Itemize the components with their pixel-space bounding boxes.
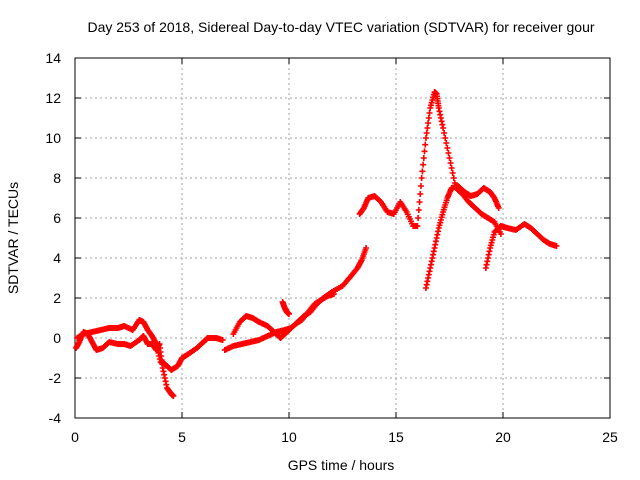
y-tick-label: 12 — [45, 90, 61, 106]
data-point — [450, 175, 457, 181]
x-tick-label: 10 — [281, 429, 297, 445]
data-point — [421, 148, 428, 155]
data-point — [420, 161, 427, 168]
plot-frame — [74, 57, 611, 419]
x-tick-label: 0 — [71, 429, 79, 445]
chart-title: Day 253 of 2018, Sidereal Day-to-day VTE… — [87, 19, 594, 35]
data-point — [363, 245, 370, 251]
data-point — [416, 199, 423, 205]
data-point — [441, 130, 448, 136]
data-point — [447, 160, 454, 166]
y-tick-label: -4 — [49, 410, 62, 426]
data-point — [422, 141, 429, 148]
data-point — [170, 393, 177, 399]
data-series — [482, 221, 560, 271]
data-point — [442, 135, 449, 141]
data-point — [330, 291, 337, 297]
y-tick-label: -2 — [49, 370, 62, 386]
data-points — [73, 89, 560, 399]
data-point — [415, 215, 422, 221]
data-series — [73, 329, 177, 399]
data-point — [448, 165, 455, 171]
y-tick-label: 10 — [45, 130, 61, 146]
y-tick-label: 4 — [53, 250, 61, 266]
axis-ticks: 0 5 10 15 20 25 -4 -2 0 2 4 6 8 10 12 14 — [45, 50, 618, 445]
data-point — [495, 205, 502, 211]
data-series — [230, 291, 337, 341]
grid-lines — [75, 58, 610, 418]
data-point — [553, 243, 560, 249]
data-point — [417, 191, 424, 197]
data-point — [420, 155, 427, 161]
data-point — [219, 337, 226, 343]
data-point — [286, 311, 292, 317]
data-point — [440, 125, 447, 131]
data-series — [279, 299, 292, 317]
x-tick-label: 5 — [178, 429, 186, 445]
x-tick-label: 15 — [388, 429, 404, 445]
y-tick-label: 2 — [53, 290, 61, 306]
data-point — [415, 207, 422, 213]
data-series — [422, 183, 502, 291]
data-point — [443, 140, 450, 146]
x-tick-label: 20 — [495, 429, 511, 445]
y-tick-label: 6 — [53, 210, 61, 226]
data-point — [414, 223, 421, 229]
y-tick-label: 8 — [53, 170, 61, 186]
data-series — [74, 317, 226, 373]
data-point — [449, 170, 456, 176]
x-axis-label: GPS time / hours — [288, 457, 395, 473]
y-tick-label: 0 — [53, 330, 61, 346]
data-point — [497, 231, 504, 237]
data-point — [419, 168, 426, 175]
y-tick-label: 14 — [45, 50, 61, 66]
y-axis-label: SDTVAR / TECUs — [5, 182, 21, 294]
data-point — [445, 150, 452, 156]
data-point — [444, 145, 451, 151]
data-point — [418, 175, 425, 181]
data-point — [446, 155, 453, 161]
data-point — [417, 183, 424, 189]
x-tick-label: 25 — [602, 429, 618, 445]
